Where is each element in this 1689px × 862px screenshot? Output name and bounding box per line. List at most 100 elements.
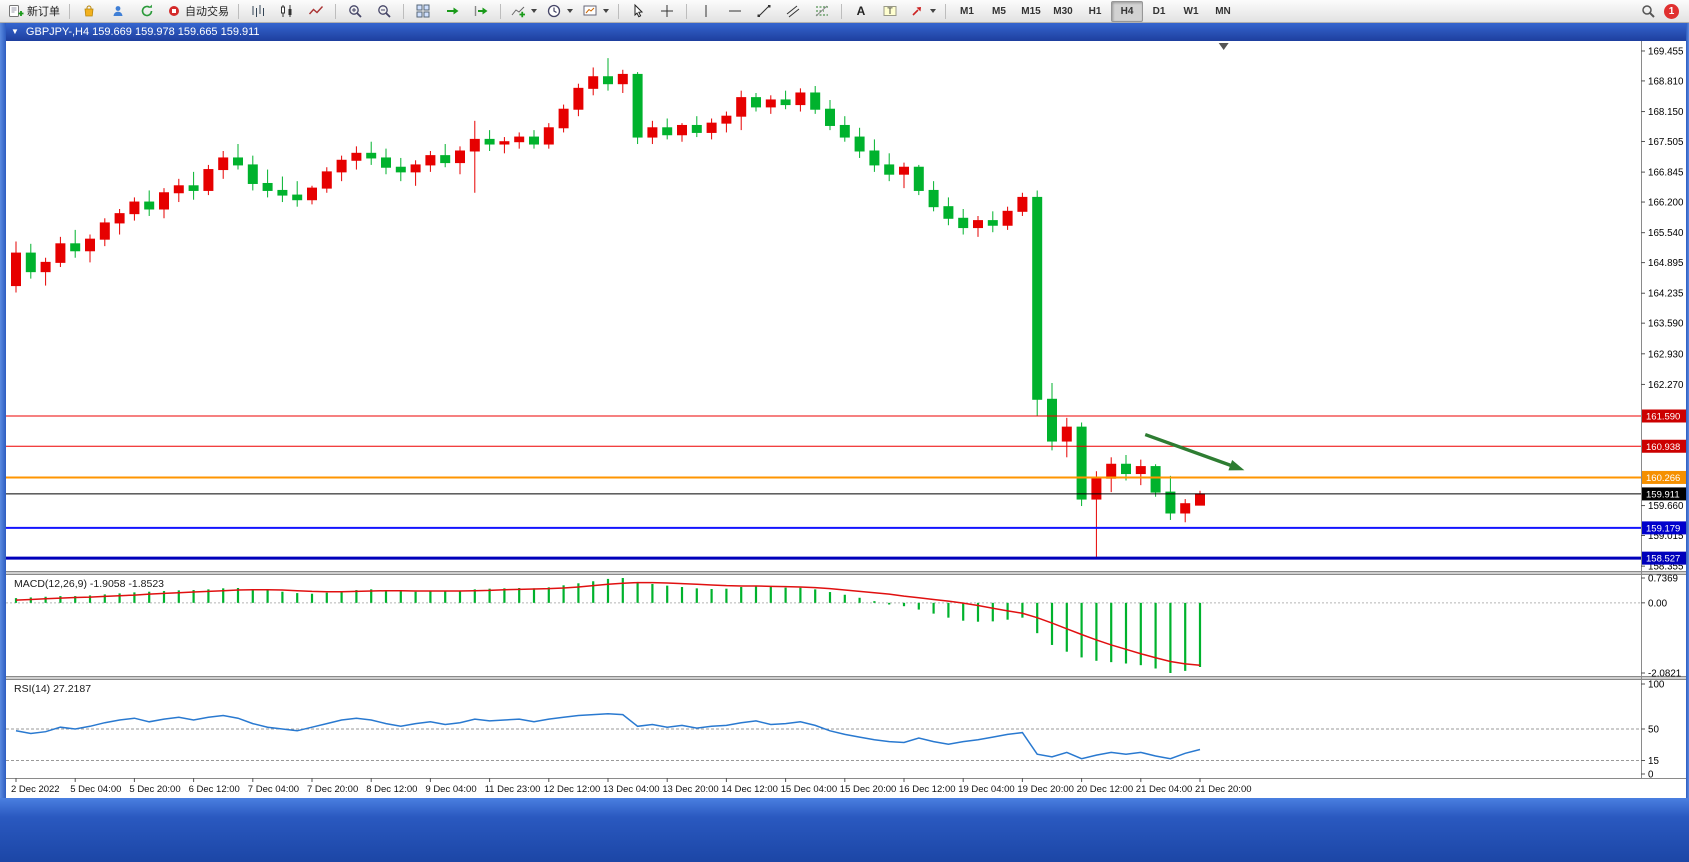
svg-text:162.270: 162.270 bbox=[1648, 380, 1684, 391]
toolbar-separator bbox=[618, 3, 619, 19]
line-chart-button[interactable] bbox=[302, 1, 330, 22]
svg-text:161.590: 161.590 bbox=[1646, 411, 1680, 422]
toolbar-separator bbox=[500, 3, 501, 19]
text-icon: A bbox=[857, 4, 866, 18]
svg-text:165.540: 165.540 bbox=[1648, 228, 1684, 239]
crosshair-icon bbox=[661, 5, 673, 17]
toolbar-separator bbox=[69, 3, 70, 19]
svg-text:166.845: 166.845 bbox=[1648, 168, 1684, 179]
timeframe-button-d1[interactable]: D1 bbox=[1152, 5, 1166, 17]
vertical-line-button[interactable] bbox=[692, 1, 720, 22]
candlestick-chart-button[interactable] bbox=[273, 1, 301, 22]
svg-text:20 Dec 12:00: 20 Dec 12:00 bbox=[1077, 784, 1134, 795]
vertical-line-icon bbox=[705, 5, 707, 17]
timeframe-button-m5[interactable]: M5 bbox=[992, 5, 1006, 17]
new-order-label: 新订单 bbox=[27, 6, 60, 18]
svg-text:162.930: 162.930 bbox=[1648, 349, 1684, 360]
cursor-button[interactable] bbox=[624, 1, 652, 22]
taskbar bbox=[0, 798, 1689, 862]
zoom-out-icon bbox=[378, 5, 391, 18]
zoom-in-button[interactable] bbox=[341, 1, 369, 22]
timeframe-button-h4[interactable]: H4 bbox=[1111, 0, 1143, 22]
timeframe-toolbar: M1 M5 M15 M30 H1 H4 D1 W1 MN bbox=[951, 0, 1239, 22]
channel-icon bbox=[786, 5, 800, 18]
svg-text:168.150: 168.150 bbox=[1648, 107, 1684, 118]
svg-text:100: 100 bbox=[1648, 680, 1665, 691]
market-button[interactable] bbox=[75, 1, 103, 22]
notifications-badge[interactable]: 1 bbox=[1664, 3, 1679, 19]
svg-text:21 Dec 20:00: 21 Dec 20:00 bbox=[1195, 784, 1252, 795]
svg-text:159.660: 159.660 bbox=[1648, 501, 1684, 512]
crosshair-button[interactable] bbox=[653, 1, 681, 22]
svg-text:A: A bbox=[857, 4, 866, 18]
horizontal-line-button[interactable] bbox=[721, 1, 749, 22]
indicators-button[interactable] bbox=[506, 1, 541, 22]
bar-chart-button[interactable] bbox=[244, 1, 272, 22]
auto-scroll-icon bbox=[447, 7, 459, 15]
timeframe-button-m15[interactable]: M15 bbox=[1021, 5, 1041, 17]
svg-text:14 Dec 12:00: 14 Dec 12:00 bbox=[721, 784, 778, 795]
text-button[interactable]: A bbox=[847, 1, 875, 22]
trendline-button[interactable] bbox=[750, 1, 778, 22]
svg-text:9 Dec 04:00: 9 Dec 04:00 bbox=[425, 784, 476, 795]
dropdown-caret-icon bbox=[930, 9, 936, 13]
dropdown-caret-icon bbox=[603, 9, 609, 13]
chart-area[interactable]: 169.455 168.810 168.150 167.505 166.845 166.2… bbox=[6, 41, 1686, 798]
tile-windows-icon bbox=[416, 4, 430, 18]
templates-button[interactable] bbox=[578, 1, 613, 22]
timeframe-button-m1[interactable]: M1 bbox=[960, 5, 974, 17]
svg-text:167.505: 167.505 bbox=[1648, 137, 1684, 148]
text-label-button[interactable]: T bbox=[876, 1, 904, 22]
svg-text:163.590: 163.590 bbox=[1648, 319, 1684, 330]
arrows-icon bbox=[912, 7, 921, 16]
svg-text:15 Dec 20:00: 15 Dec 20:00 bbox=[840, 784, 897, 795]
timeframe-button-w1[interactable]: W1 bbox=[1183, 5, 1199, 17]
svg-text:8 Dec 12:00: 8 Dec 12:00 bbox=[366, 784, 417, 795]
fibonacci-button[interactable] bbox=[808, 1, 836, 22]
toolbar-separator bbox=[945, 3, 946, 19]
svg-text:7 Dec 20:00: 7 Dec 20:00 bbox=[307, 784, 358, 795]
macd-indicator-label: MACD(12,26,9) -1.9058 -1.8523 bbox=[14, 578, 164, 590]
timeframe-button-m30[interactable]: M30 bbox=[1053, 5, 1073, 17]
cursor-icon bbox=[634, 3, 644, 18]
one-click-trading-toggle[interactable]: ▼ bbox=[11, 27, 19, 36]
window-frame-left bbox=[0, 23, 6, 798]
auto-scroll-button[interactable] bbox=[438, 1, 466, 22]
svg-text:159.911: 159.911 bbox=[1646, 489, 1680, 500]
community-button[interactable] bbox=[104, 1, 132, 22]
text-label-icon: T bbox=[883, 6, 897, 16]
svg-text:164.895: 164.895 bbox=[1648, 258, 1684, 269]
svg-text:159.015: 159.015 bbox=[1648, 531, 1684, 542]
dropdown-caret-icon bbox=[567, 9, 573, 13]
toolbar-separator bbox=[238, 3, 239, 19]
timeframe-button-h1[interactable]: H1 bbox=[1088, 5, 1102, 17]
chart-shift-button[interactable] bbox=[467, 1, 495, 22]
autotrading-button[interactable]: 自动交易 bbox=[162, 1, 233, 22]
svg-text:0: 0 bbox=[1648, 770, 1654, 781]
chart-canvas[interactable]: 169.455 168.810 168.150 167.505 166.845 166.2… bbox=[6, 41, 1686, 798]
svg-text:160.266: 160.266 bbox=[1646, 473, 1680, 484]
tile-windows-button[interactable] bbox=[409, 1, 437, 22]
svg-text:169.455: 169.455 bbox=[1648, 46, 1684, 57]
new-order-button[interactable]: 新订单 bbox=[4, 1, 64, 22]
svg-text:164.235: 164.235 bbox=[1648, 289, 1684, 300]
timeframe-button-mn[interactable]: MN bbox=[1215, 5, 1231, 17]
svg-text:2 Dec 2022: 2 Dec 2022 bbox=[11, 784, 60, 795]
svg-text:158.527: 158.527 bbox=[1646, 554, 1680, 565]
svg-text:159.179: 159.179 bbox=[1646, 523, 1680, 534]
arrows-button[interactable] bbox=[905, 1, 940, 22]
zoom-out-button[interactable] bbox=[370, 1, 398, 22]
refresh-icon bbox=[141, 4, 153, 17]
svg-text:158.355: 158.355 bbox=[1648, 562, 1684, 573]
chart-title-bar: ▼ GBPJPY-,H4 159.669 159.978 159.665 159… bbox=[6, 23, 1686, 41]
toolbar-separator bbox=[403, 3, 404, 19]
horizontal-line-icon bbox=[729, 10, 741, 12]
svg-text:0.7369: 0.7369 bbox=[1648, 574, 1678, 585]
refresh-button[interactable] bbox=[133, 1, 161, 22]
search-icon[interactable] bbox=[1640, 3, 1656, 19]
channel-button[interactable] bbox=[779, 1, 807, 22]
community-icon bbox=[113, 6, 123, 16]
periods-button[interactable] bbox=[542, 1, 577, 22]
fibonacci-icon bbox=[815, 5, 828, 17]
